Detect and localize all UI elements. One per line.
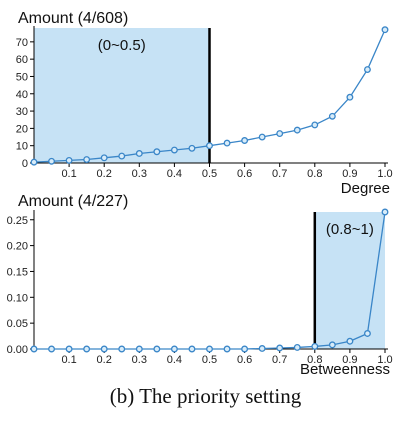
x-tick-label: 0.6 bbox=[237, 354, 252, 366]
y-tick-label: 0.10 bbox=[7, 292, 28, 304]
x-tick-label: 0.1 bbox=[61, 168, 76, 180]
x-tick-label: 0.2 bbox=[97, 354, 112, 366]
x-tick-label: 0.3 bbox=[132, 354, 147, 366]
x-tick-label: 0.5 bbox=[202, 354, 217, 366]
data-point bbox=[118, 152, 126, 160]
highlight-region bbox=[314, 212, 385, 349]
x-tick-label: 0.7 bbox=[272, 354, 287, 366]
data-point bbox=[118, 345, 126, 353]
data-point bbox=[135, 345, 143, 353]
y-tick-label: 40 bbox=[16, 89, 28, 101]
x-tick-label: 0.3 bbox=[132, 168, 147, 180]
data-point bbox=[170, 146, 178, 154]
data-point bbox=[48, 157, 55, 165]
y-tick-label: 50 bbox=[16, 71, 28, 83]
degree-chart: (0~0.5) 0 10 20 30 40 50 60 70 0.1 0.2 0.3 0.4 0.5 0.6… bbox=[16, 10, 393, 197]
data-point bbox=[381, 208, 389, 216]
x-axis-label: Degree bbox=[341, 180, 390, 197]
highlight-label: (0.8~1) bbox=[326, 221, 374, 238]
data-point bbox=[241, 137, 249, 144]
data-point bbox=[83, 345, 91, 353]
data-point bbox=[364, 66, 371, 73]
data-point bbox=[170, 345, 178, 353]
data-point bbox=[153, 148, 161, 156]
data-point bbox=[223, 345, 231, 353]
data-point bbox=[206, 345, 213, 353]
x-tick-label: 1.0 bbox=[377, 168, 392, 180]
x-tick-label: 0.5 bbox=[202, 168, 217, 180]
data-point bbox=[293, 343, 301, 351]
data-point bbox=[328, 112, 336, 120]
data-point bbox=[30, 158, 38, 166]
y-tick-label: 0 bbox=[22, 158, 28, 170]
y-tick-label: 0.25 bbox=[7, 215, 28, 227]
y-tick-label: 0.05 bbox=[7, 318, 28, 330]
data-point bbox=[328, 341, 336, 349]
y-tick-label: 0.15 bbox=[7, 266, 28, 278]
data-point bbox=[258, 345, 266, 352]
data-point bbox=[276, 344, 284, 352]
data-point bbox=[188, 345, 196, 353]
y-tick-label: 30 bbox=[16, 106, 28, 118]
x-axis-label: Betweenness bbox=[300, 361, 390, 378]
y-tick-label: 60 bbox=[16, 54, 28, 66]
x-tick-label: 0.4 bbox=[167, 168, 182, 180]
x-tick-label: 0.9 bbox=[342, 168, 357, 180]
x-tick-label: 0.9 bbox=[342, 354, 357, 366]
data-point bbox=[364, 330, 371, 337]
x-tick-label: 0.8 bbox=[307, 354, 322, 366]
y-tick-label: 70 bbox=[16, 37, 28, 49]
data-point bbox=[65, 345, 73, 353]
data-point bbox=[276, 130, 284, 138]
x-tick-label: 0.7 bbox=[272, 168, 287, 180]
data-point bbox=[153, 345, 161, 353]
betweenness-chart: (0.8~1) 0.00 0.05 0.10 0.15 0.20 0.25 0.1 0.2 0.3… bbox=[7, 193, 393, 378]
y-tick-label: 20 bbox=[16, 123, 28, 135]
data-point bbox=[241, 345, 249, 353]
data-point bbox=[346, 93, 354, 101]
data-point bbox=[100, 154, 108, 162]
data-point bbox=[30, 345, 38, 353]
data-point bbox=[223, 139, 231, 147]
data-point bbox=[188, 144, 196, 152]
data-point bbox=[381, 26, 389, 34]
figure-caption: (b) The priority setting bbox=[109, 384, 302, 408]
data-point bbox=[48, 345, 55, 353]
y-axis-label: Amount (4/608) bbox=[18, 10, 128, 27]
highlight-region bbox=[34, 28, 210, 163]
x-tick-label: 0.6 bbox=[237, 168, 252, 180]
data-point bbox=[65, 156, 73, 164]
y-tick-label: 0.00 bbox=[7, 344, 28, 356]
x-tick-label: 1.0 bbox=[377, 354, 392, 366]
data-point bbox=[206, 142, 213, 150]
highlight-label: (0~0.5) bbox=[98, 37, 146, 54]
data-point bbox=[346, 337, 354, 345]
data-point bbox=[293, 126, 301, 134]
data-point bbox=[311, 342, 319, 350]
y-axis-label: Amount (4/227) bbox=[18, 193, 128, 210]
y-tick-label: 10 bbox=[16, 141, 28, 153]
y-tick-label: 0.20 bbox=[7, 241, 28, 253]
data-point bbox=[83, 156, 91, 163]
data-point bbox=[258, 133, 266, 141]
data-point bbox=[135, 150, 143, 157]
x-tick-label: 0.1 bbox=[61, 354, 76, 366]
x-tick-label: 0.4 bbox=[167, 354, 182, 366]
data-point bbox=[311, 121, 319, 129]
data-point bbox=[100, 345, 108, 353]
x-tick-label: 0.8 bbox=[307, 168, 322, 180]
x-tick-label: 0.2 bbox=[97, 168, 112, 180]
